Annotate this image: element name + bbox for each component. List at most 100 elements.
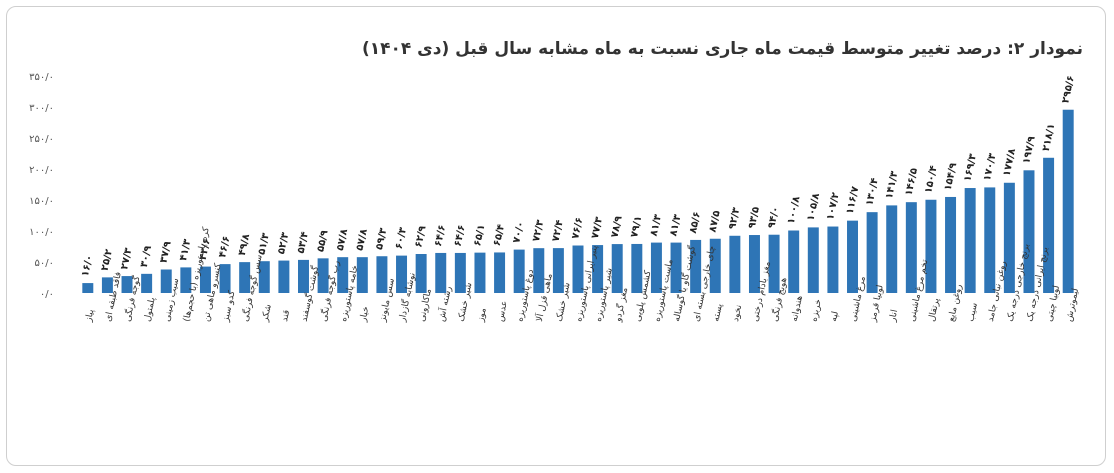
data-label: ۲۵/۲ — [100, 248, 115, 272]
y-tick-label: ۰/۰ — [40, 289, 54, 300]
data-label: ۱۰۵/۸ — [805, 192, 822, 222]
data-label: ۴۱/۳ — [178, 238, 193, 262]
category-label: کدو سبز — [221, 289, 238, 324]
bar — [1062, 109, 1074, 293]
bar — [748, 235, 760, 293]
bar — [376, 256, 388, 293]
bar — [396, 255, 408, 293]
category-label: خیار — [358, 306, 371, 324]
category-label: عدس — [496, 300, 510, 323]
y-tick-label: ۱۵۰/۰ — [29, 196, 54, 207]
chart-frame: نمودار ۲: درصد تغییر متوسط قیمت ماه جاری… — [6, 6, 1106, 466]
data-label: ۱۰۰/۸ — [786, 195, 803, 225]
bar — [82, 283, 94, 293]
category-label: خربزه — [809, 298, 824, 322]
bar — [650, 242, 662, 293]
data-label: ۷۲/۴ — [551, 219, 566, 243]
data-label: ۸۵/۶ — [688, 211, 703, 235]
bar — [474, 252, 486, 293]
bar — [199, 266, 211, 293]
y-tick-label: ۳۰۰/۰ — [29, 103, 54, 114]
data-label: ۵۲/۳ — [276, 231, 291, 255]
bar — [847, 220, 858, 293]
y-tick-label: ۲۰۰/۰ — [29, 165, 54, 176]
bar — [631, 243, 643, 293]
bar — [533, 248, 545, 293]
category-label: قند — [280, 309, 292, 323]
bar — [572, 245, 584, 293]
category-label: هندوانه — [790, 295, 805, 323]
data-label: ۹۳/۵ — [747, 206, 762, 230]
data-label: ۲۷/۳ — [119, 247, 134, 271]
y-axis: ۰/۰ ۵۰/۰ ۱۰۰/۰ ۱۵۰/۰ ۲۰۰/۰ ۲۵۰/۰ ۳۰۰/۰ ۳۵۰/۰ — [29, 72, 54, 300]
bar — [768, 234, 780, 293]
bar — [611, 244, 623, 293]
y-tick-label: ۵۰/۰ — [35, 258, 54, 269]
category-label: سیب — [966, 302, 980, 323]
data-label: ۶۵/۱ — [472, 223, 487, 247]
data-label: ۲۹۵/۶ — [1060, 75, 1077, 105]
category-label: انار — [888, 309, 901, 324]
bar — [866, 212, 878, 293]
data-label: ۳۰/۹ — [139, 245, 154, 269]
bar — [1003, 182, 1015, 293]
category-label: موز — [476, 307, 489, 324]
data-label: ۱۹۷/۹ — [1021, 135, 1038, 165]
bar — [729, 235, 741, 293]
category-label: پیاز — [84, 308, 97, 324]
bar — [552, 248, 564, 293]
bar — [905, 202, 917, 293]
data-label: ۶۴/۶ — [433, 224, 448, 248]
bar — [258, 261, 270, 293]
data-label: ۹۴/۰ — [766, 206, 781, 230]
data-label: ۵۹/۳ — [374, 227, 389, 251]
bar — [415, 254, 427, 293]
category-label: ماکارونی — [417, 288, 434, 323]
bar — [592, 245, 604, 293]
bar — [788, 230, 800, 293]
data-label: ۱۶۹/۳ — [962, 153, 979, 183]
data-label: ۱۴۱/۳ — [884, 170, 901, 200]
y-tick-label: ۲۵۰/۰ — [29, 134, 54, 145]
y-tick-label: ۱۰۰/۰ — [29, 227, 54, 238]
data-label: ۱۷۷/۸ — [1002, 148, 1019, 178]
data-label: ۱۵۰/۴ — [923, 165, 940, 195]
bar — [160, 269, 172, 293]
bar — [709, 238, 721, 293]
data-label: ۱۴۶/۵ — [904, 167, 921, 197]
bar — [1023, 170, 1035, 293]
data-label: ۶۲/۹ — [413, 225, 428, 249]
bar — [690, 239, 702, 293]
bars — [82, 109, 1074, 293]
data-label: ۲۱۸/۱ — [1041, 123, 1058, 153]
bar — [278, 260, 290, 293]
bar — [141, 273, 153, 293]
data-label: ۷۰/۰ — [511, 220, 526, 244]
data-label: ۸۱/۳ — [668, 213, 683, 237]
bar — [219, 264, 231, 293]
data-label: ۶۴/۶ — [453, 224, 468, 248]
bar — [1043, 157, 1055, 293]
category-label: نخود — [731, 304, 744, 323]
data-label: ۶۵/۴ — [492, 223, 507, 247]
data-label: ۱۷۰/۳ — [982, 152, 999, 182]
data-label: ۹۲/۳ — [727, 207, 742, 231]
data-label: ۵۷/۸ — [335, 228, 350, 252]
data-label: ۷۸/۹ — [609, 215, 624, 239]
data-labels: ۱۶/۰ ۲۵/۲ ۲۷/۳ ۳۰/۹ ۳۷/۹ ۴۱/۳ ۴۲/۶ ۴۶/۶ ۴۹/۸ ۵۱/۳… — [80, 75, 1077, 278]
bar — [670, 242, 682, 293]
data-label: ۳۷/۹ — [158, 240, 173, 264]
data-label: ۵۳/۴ — [296, 231, 311, 255]
y-tick-label: ۳۵۰/۰ — [29, 72, 54, 83]
bar — [298, 259, 309, 293]
data-label: ۷۹/۱ — [629, 215, 644, 239]
data-label: ۴۹/۸ — [237, 233, 252, 257]
data-label: ۱۳۰/۴ — [864, 177, 881, 207]
data-label: ۱۶/۰ — [80, 254, 95, 278]
category-label: شکر — [260, 303, 274, 323]
category-label: لپه — [829, 310, 841, 322]
bar — [337, 257, 349, 293]
chart-title: نمودار ۲: درصد تغییر متوسط قیمت ماه جاری… — [361, 39, 1083, 59]
data-label: ۵۷/۸ — [354, 228, 369, 252]
bar — [945, 196, 957, 293]
